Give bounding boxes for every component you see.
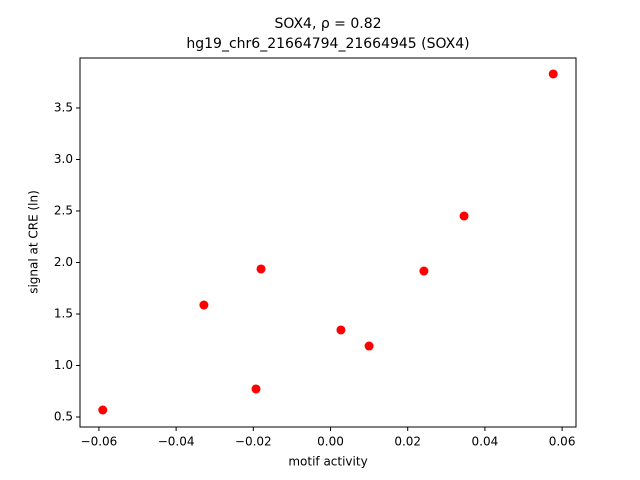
point [251, 384, 261, 394]
x-tick-label: −0.02 [235, 435, 272, 449]
point [199, 300, 209, 310]
chart-subtitle: hg19_chr6_21664794_21664945 (SOX4) [186, 36, 469, 52]
chart-title: SOX4, ρ = 0.82 [274, 16, 381, 32]
plot-frame [79, 57, 577, 428]
y-tick-label: 0.5 [54, 410, 73, 424]
y-tick-label: 3.0 [54, 152, 73, 166]
y-tick-label: 2.5 [54, 203, 73, 217]
y-axis-label: signal at CRE (ln) [27, 190, 41, 294]
y-tick-label: 2.0 [54, 255, 73, 269]
y-tick-label: 1.5 [54, 306, 73, 320]
point [256, 264, 266, 274]
point [364, 341, 374, 351]
point [419, 266, 429, 276]
y-tick-label: 3.5 [54, 100, 73, 114]
x-tick-label: 0.02 [394, 435, 421, 449]
x-tick-label: 0.00 [317, 435, 344, 449]
x-tick-label: −0.04 [158, 435, 195, 449]
x-tick-label: 0.06 [549, 435, 576, 449]
point [548, 69, 558, 79]
point [98, 405, 108, 415]
point [336, 325, 346, 335]
x-tick-label: −0.06 [81, 435, 118, 449]
x-axis-label: motif activity [288, 455, 367, 469]
x-tick-label: 0.04 [472, 435, 499, 449]
y-tick-label: 1.0 [54, 358, 73, 372]
point [459, 211, 469, 221]
